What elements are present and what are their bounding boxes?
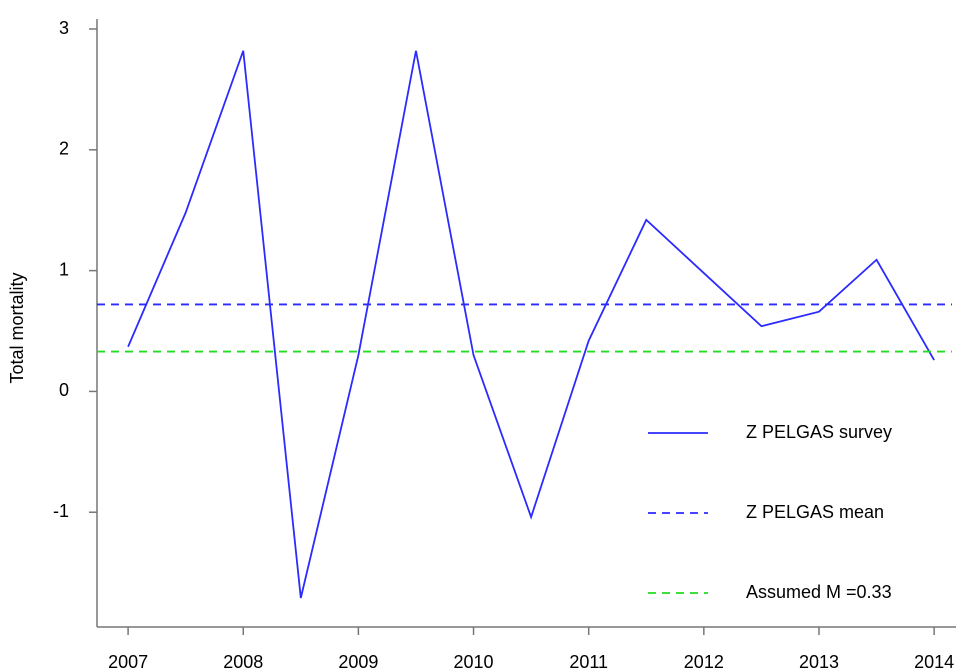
y-tick-label: 0 (59, 380, 69, 400)
x-tick-label: 2008 (223, 652, 263, 668)
y-tick-label: -1 (53, 501, 69, 521)
x-tick-label: 2010 (454, 652, 494, 668)
y-axis-label: Total mortality (7, 272, 27, 383)
legend-label: Assumed M =0.33 (746, 582, 892, 602)
x-tick-label: 2007 (108, 652, 148, 668)
x-tick-label: 2012 (684, 652, 724, 668)
x-tick-label: 2014 (914, 652, 954, 668)
x-tick-label: 2013 (799, 652, 839, 668)
x-tick-label: 2009 (338, 652, 378, 668)
y-tick-label: 1 (59, 259, 69, 279)
legend-label: Z PELGAS survey (746, 422, 892, 442)
legend-label: Z PELGAS mean (746, 502, 884, 522)
y-tick-label: 2 (59, 139, 69, 159)
x-tick-label: 2011 (569, 652, 608, 668)
y-tick-label: 3 (59, 18, 69, 38)
data-line (127, 50, 935, 599)
